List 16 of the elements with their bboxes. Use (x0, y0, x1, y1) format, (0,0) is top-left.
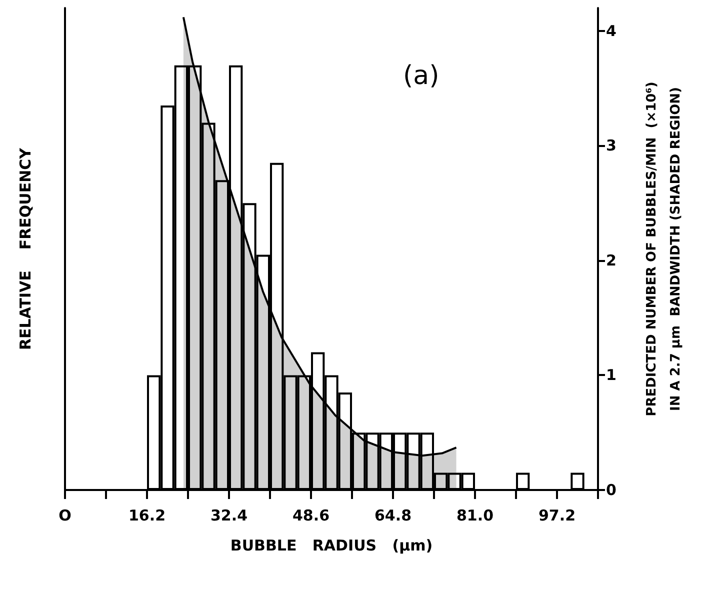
text: (a) (403, 61, 440, 91)
y2-tick-label: 3 (606, 136, 616, 155)
x-tick-label: 16.2 (128, 506, 166, 524)
y2-axis-title: PREDICTED NUMBER OF BUBBLES/MIN (×10⁶) IN A 2.7 µm BANDWIDTH (SHADED REGION) (644, 82, 684, 416)
x-tick-label: 81.0 (456, 506, 494, 524)
x-tick-label: 32.4 (210, 506, 248, 524)
y2-tick-label: 4 (606, 22, 616, 40)
y-axis-title: RELATIVE FREQUENCY (16, 146, 34, 350)
y2-tick-label: 2 (606, 251, 616, 270)
x-axis-title: BUBBLE RADIUS (µm) (230, 536, 433, 554)
y2-tick-label: 0 (606, 481, 616, 499)
x-tick-label: O (58, 506, 72, 524)
x-tick-label: 48.6 (292, 506, 330, 524)
x-tick-label: 64.8 (374, 506, 412, 524)
y2-tick-label: 1 (606, 366, 616, 384)
x-tick-label: 97.2 (538, 506, 576, 524)
